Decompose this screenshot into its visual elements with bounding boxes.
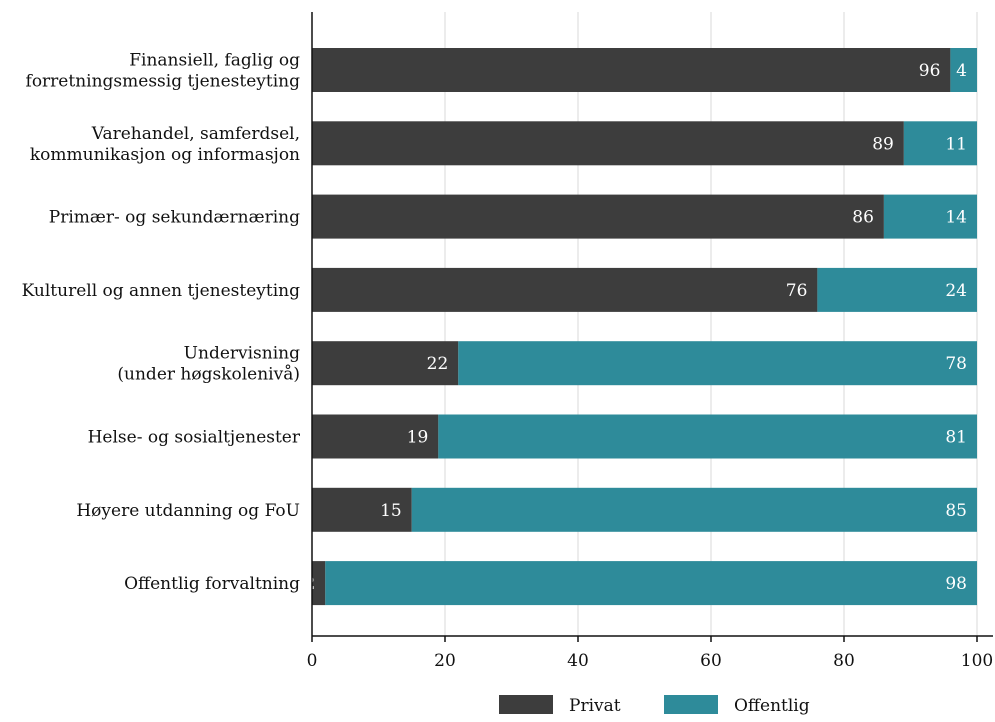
category-label-7: Offentlig forvaltning <box>124 574 300 594</box>
x-tick-label-60: 60 <box>700 651 722 671</box>
data-label-privat-3: 76 <box>786 281 808 301</box>
data-label-offentlig-4: 78 <box>945 354 967 374</box>
bar-privat-4 <box>312 341 459 386</box>
data-label-privat-6: 15 <box>380 501 402 521</box>
legend-swatch-offentlig <box>664 695 718 714</box>
bar-privat-1 <box>312 121 904 166</box>
bar-offentlig-1 <box>903 121 977 166</box>
bar-privat-7 <box>312 561 326 606</box>
data-label-privat-7: 2 <box>304 574 315 594</box>
bar-privat-6 <box>312 487 412 532</box>
legend: Privat Offentlig <box>499 695 810 716</box>
category-label-2: Primær- og sekundærnæring <box>49 208 300 228</box>
data-label-offentlig-0: 4 <box>956 61 967 81</box>
data-label-offentlig-2: 14 <box>945 208 967 228</box>
category-label-3: Kulturell og annen tjenesteyting <box>22 281 301 301</box>
x-tick-label-20: 20 <box>434 651 456 671</box>
bar-privat-5 <box>312 414 439 459</box>
bar-offentlig-6 <box>411 487 977 532</box>
bar-offentlig-5 <box>438 414 978 459</box>
data-label-privat-2: 86 <box>852 208 874 228</box>
x-tick-label-80: 80 <box>833 651 855 671</box>
category-labels: Finansiell, faglig og forretningsmessig t… <box>22 51 301 595</box>
data-label-privat-4: 22 <box>427 354 449 374</box>
data-label-privat-1: 89 <box>872 134 894 154</box>
data-label-offentlig-6: 85 <box>945 501 967 521</box>
axes: 0 20 40 60 80 100 <box>307 12 993 671</box>
data-label-privat-0: 96 <box>919 61 941 81</box>
bar-offentlig-7 <box>325 561 977 606</box>
data-label-offentlig-3: 24 <box>945 281 967 301</box>
data-label-offentlig-1: 11 <box>945 134 967 154</box>
bar-privat-0 <box>312 48 951 92</box>
category-label-6: Høyere utdanning og FoU <box>76 501 300 521</box>
legend-swatch-privat <box>499 695 553 714</box>
bar-privat-3 <box>312 267 818 312</box>
bar-offentlig-0 <box>950 48 977 92</box>
bar-offentlig-4 <box>458 341 977 386</box>
category-label-1: Varehandel, samferdsel, kommunikasjon og … <box>30 124 300 165</box>
x-tick-label-40: 40 <box>567 651 589 671</box>
data-label-offentlig-7: 98 <box>945 574 967 594</box>
category-label-0: Finansiell, faglig og forretningsmessig t… <box>26 51 301 92</box>
x-tick-label-100: 100 <box>961 651 993 671</box>
bar-offentlig-2 <box>883 194 977 239</box>
legend-label-offentlig: Offentlig <box>734 696 810 716</box>
legend-label-privat: Privat <box>569 696 621 716</box>
category-label-4: Undervisning (under høgskolenivå) <box>117 344 300 385</box>
bar-privat-2 <box>312 194 884 239</box>
grid-lines <box>444 12 978 636</box>
category-label-5: Helse- og sosialtjenester <box>88 428 301 448</box>
data-label-offentlig-5: 81 <box>945 428 967 448</box>
data-label-privat-5: 19 <box>407 428 429 448</box>
bar-offentlig-3 <box>817 267 977 312</box>
bars: 96 4 89 11 86 14 76 24 22 78 19 81 15 85 2 98 <box>304 48 978 606</box>
x-tick-label-0: 0 <box>307 651 318 671</box>
